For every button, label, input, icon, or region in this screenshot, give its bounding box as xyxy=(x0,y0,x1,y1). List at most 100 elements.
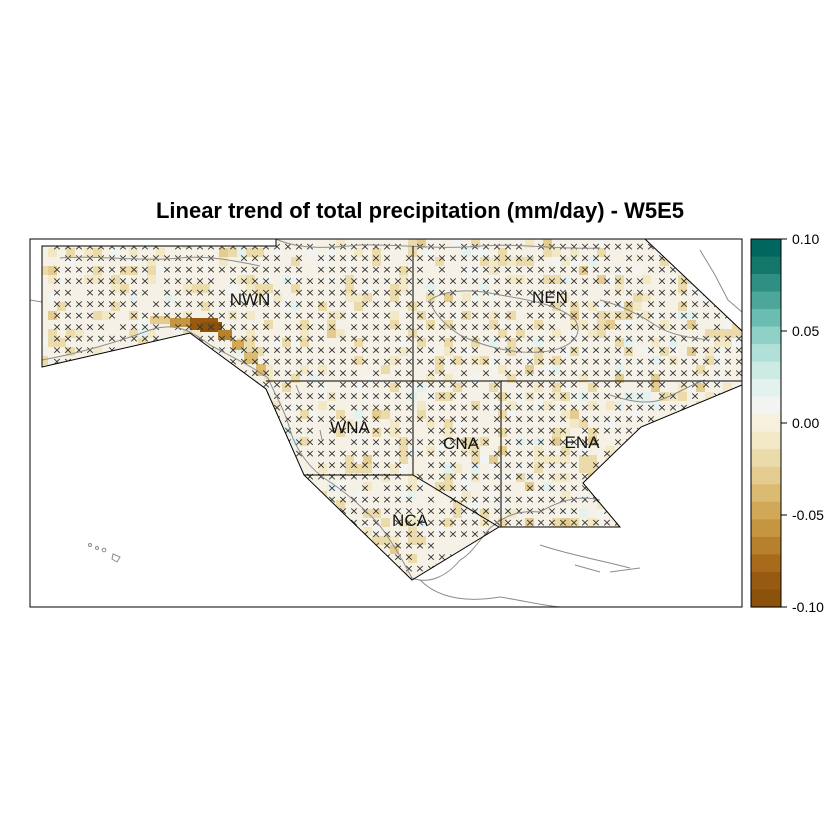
trend-cell xyxy=(244,352,258,364)
stipple-mark: × xyxy=(646,286,655,299)
trend-cell xyxy=(390,545,399,554)
trend-cell xyxy=(570,347,579,356)
trend-cell xyxy=(597,248,606,257)
stipple-mark: × xyxy=(228,298,237,311)
stipple-mark: × xyxy=(448,355,457,368)
stipple-mark: × xyxy=(481,505,490,518)
colorbar-tick-label: 0.10 xyxy=(792,231,819,247)
stipple-mark: × xyxy=(481,321,490,334)
stipple-mark: × xyxy=(657,367,666,380)
stipple-mark: × xyxy=(514,298,523,311)
trend-cell xyxy=(435,482,444,491)
trend-cell xyxy=(417,482,426,491)
stipple-mark: × xyxy=(404,332,413,345)
trend-cell xyxy=(561,392,570,401)
stipple-mark: × xyxy=(668,263,677,276)
stipple-mark: × xyxy=(415,344,424,357)
stipple-mark: × xyxy=(514,252,523,265)
colorbar-swatch xyxy=(751,449,781,468)
colorbar-swatch xyxy=(751,589,781,608)
stipple-mark: × xyxy=(569,252,578,265)
trend-cell xyxy=(570,419,579,428)
stipple-mark: × xyxy=(118,263,127,276)
trend-cell xyxy=(489,383,498,392)
trend-cell xyxy=(507,347,516,356)
stipple-mark: × xyxy=(558,252,567,265)
stipple-mark: × xyxy=(569,493,578,506)
stipple-mark: × xyxy=(184,309,193,322)
map-panel: × × × × × × × × × × × × × × × × × × × × × × × × × × × × × × × × × × × × × × × ×… xyxy=(30,239,742,607)
trend-cell xyxy=(723,383,732,392)
stipple-mark: × xyxy=(426,528,435,541)
stipple-mark: × xyxy=(536,332,545,345)
stipple-mark: × xyxy=(591,413,600,426)
stipple-mark: × xyxy=(360,401,369,414)
trend-cell xyxy=(606,419,615,428)
stipple-mark: × xyxy=(283,401,292,414)
trend-cell xyxy=(264,365,273,374)
stipple-mark: × xyxy=(492,482,501,495)
stipple-mark: × xyxy=(459,263,468,276)
stipple-mark: × xyxy=(437,263,446,276)
stipple-mark: × xyxy=(371,516,380,529)
stipple-mark: × xyxy=(173,309,182,322)
stipple-mark: × xyxy=(305,413,314,426)
trend-cell xyxy=(507,275,516,284)
trend-cell xyxy=(669,392,678,401)
trend-cell xyxy=(516,275,525,284)
stipple-mark: × xyxy=(525,424,534,437)
stipple-mark: × xyxy=(140,286,149,299)
stipple-mark: × xyxy=(613,413,622,426)
trend-cell xyxy=(150,316,170,324)
stipple-mark: × xyxy=(283,321,292,334)
stipple-mark: × xyxy=(294,286,303,299)
trend-cell xyxy=(426,347,435,356)
stipple-mark: × xyxy=(646,378,655,391)
trend-cell xyxy=(282,302,291,311)
stipple-mark: × xyxy=(470,516,479,529)
stipple-mark: × xyxy=(569,482,578,495)
stipple-mark: × xyxy=(547,516,556,529)
stipple-mark: × xyxy=(404,493,413,506)
stipple-mark: × xyxy=(558,240,567,253)
stipple-mark: × xyxy=(283,263,292,276)
stipple-mark: × xyxy=(646,332,655,345)
stipple-mark: × xyxy=(613,401,622,414)
stipple-mark: × xyxy=(371,275,380,288)
stipple-mark: × xyxy=(382,493,391,506)
colorbar-swatch xyxy=(751,536,781,556)
stipple-mark: × xyxy=(547,263,556,276)
stipple-mark: × xyxy=(217,309,226,322)
stipple-mark: × xyxy=(393,378,402,391)
colorbar-swatch xyxy=(751,414,781,433)
stipple-mark: × xyxy=(569,344,578,357)
stipple-mark: × xyxy=(85,298,94,311)
stipple-mark: × xyxy=(140,332,149,345)
stipple-mark: × xyxy=(448,252,457,265)
stipple-mark: × xyxy=(338,309,347,322)
stipple-mark: × xyxy=(514,390,523,403)
stipple-mark: × xyxy=(316,355,325,368)
trend-cell xyxy=(444,293,453,302)
stipple-mark: × xyxy=(426,321,435,334)
trend-cell xyxy=(273,293,282,302)
trend-cell xyxy=(93,275,102,284)
stipple-mark: × xyxy=(624,240,633,253)
stipple-mark: × xyxy=(580,424,589,437)
stipple-mark: × xyxy=(558,378,567,391)
trend-cell xyxy=(606,275,615,284)
trend-cell xyxy=(390,428,399,437)
stipple-mark: × xyxy=(514,344,523,357)
trend-cell xyxy=(462,347,471,356)
stipple-mark: × xyxy=(316,413,325,426)
trend-cell xyxy=(723,320,732,329)
stipple-mark: × xyxy=(316,436,325,449)
trend-cell xyxy=(170,318,192,327)
trend-cell xyxy=(588,302,597,311)
stipple-mark: × xyxy=(206,309,215,322)
stipple-mark: × xyxy=(657,298,666,311)
stipple-mark: × xyxy=(547,401,556,414)
stipple-mark: × xyxy=(404,447,413,460)
stipple-mark: × xyxy=(184,263,193,276)
stipple-mark: × xyxy=(657,286,666,299)
